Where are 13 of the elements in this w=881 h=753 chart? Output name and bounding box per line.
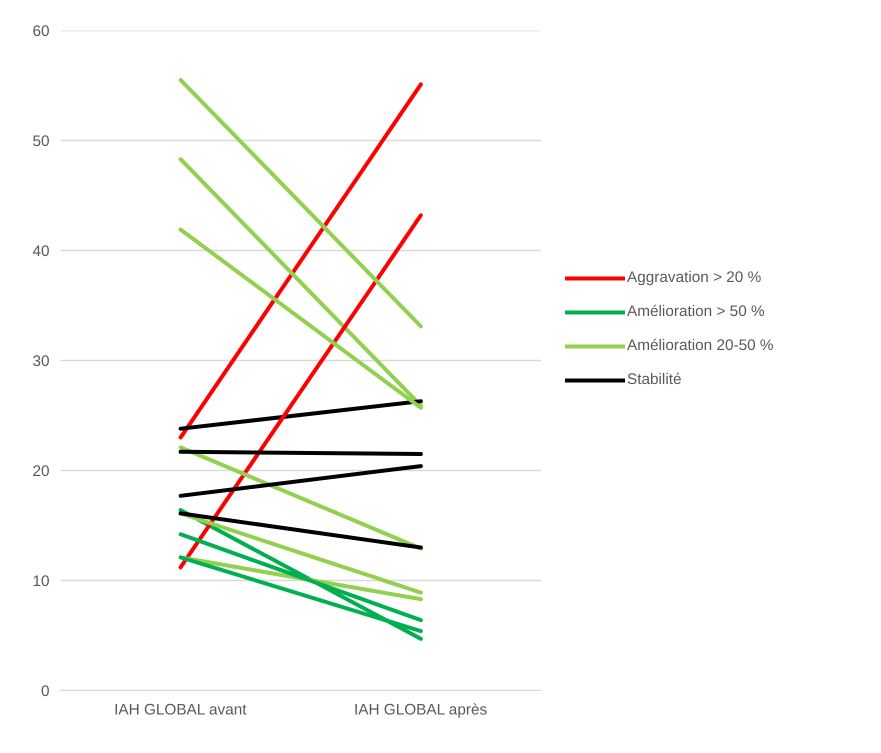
y-tick-label: 30	[32, 353, 50, 370]
x-tick-label: IAH GLOBAL après	[354, 702, 488, 718]
y-tick-label: 40	[32, 243, 50, 260]
y-tick-label: 60	[32, 23, 50, 40]
y-tick-label: 10	[32, 573, 50, 590]
legend-label: Aggravation > 20 %	[627, 269, 762, 287]
y-tick-label: 0	[40, 683, 50, 700]
legend-label: Amélioration > 50 %	[627, 303, 765, 321]
x-tick-label: IAH GLOBAL avant	[114, 702, 248, 718]
y-tick-label: 20	[32, 463, 50, 480]
legend-label: Amélioration 20-50 %	[627, 337, 774, 355]
legend-label: Stabilité	[627, 371, 682, 389]
y-tick-label: 50	[32, 133, 50, 150]
